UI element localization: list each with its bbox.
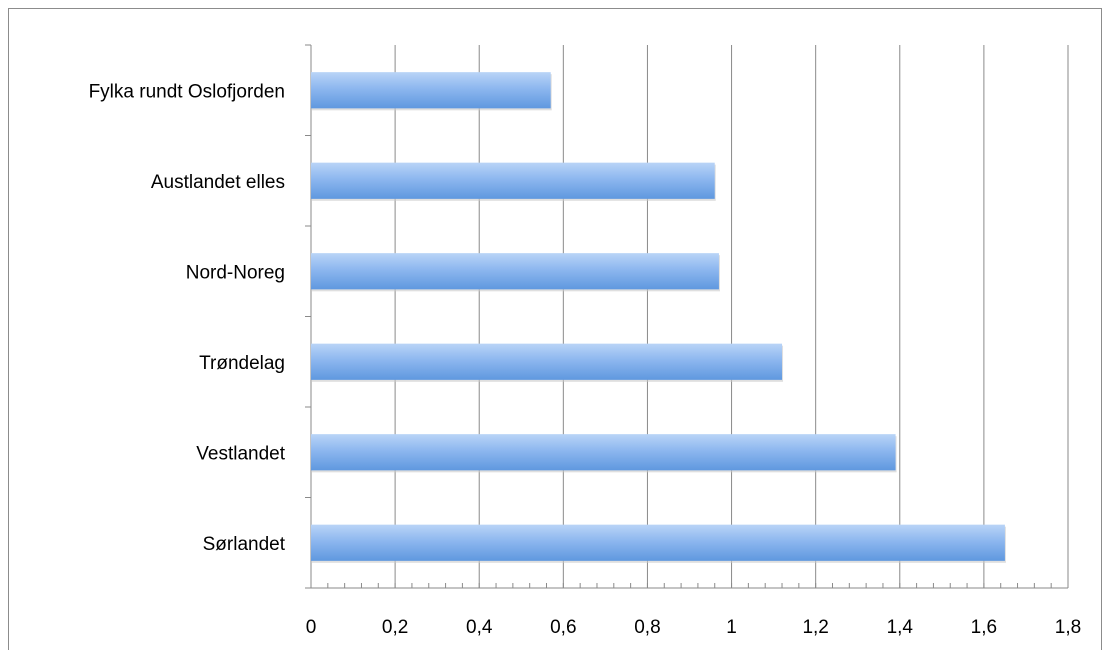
bar bbox=[311, 72, 551, 109]
x-tick-label: 1,8 bbox=[1055, 617, 1081, 638]
x-tick-label: 1,2 bbox=[802, 617, 828, 638]
x-tick-label: 0,8 bbox=[634, 617, 660, 638]
bar bbox=[311, 434, 896, 471]
category-label: Sørlandet bbox=[203, 534, 286, 555]
bar bbox=[311, 343, 783, 380]
axes bbox=[305, 44, 1069, 589]
category-label: Fylka rundt Oslofjorden bbox=[89, 81, 285, 102]
x-tick-label: 0,4 bbox=[466, 617, 493, 638]
bar bbox=[311, 162, 715, 199]
category-label: Nord-Noreg bbox=[186, 262, 285, 283]
bar bbox=[311, 524, 1005, 561]
category-label: Vestlandet bbox=[196, 443, 285, 464]
bar bbox=[311, 253, 719, 290]
category-label: Trøndelag bbox=[199, 353, 285, 374]
x-tick-label: 0 bbox=[306, 617, 317, 638]
x-tick-label: 1,6 bbox=[971, 617, 997, 638]
x-tick-label: 0,2 bbox=[382, 617, 408, 638]
labels: 0 0,2 0,4 0,6 0,8 1 1,2 1,4 1,6 1,8 Fylka rundt Os… bbox=[89, 81, 1082, 638]
x-tick-label: 1 bbox=[726, 617, 737, 638]
grid-lines bbox=[310, 45, 1069, 588]
x-tick-label: 0,6 bbox=[550, 617, 576, 638]
category-label: Austlandet elles bbox=[151, 172, 285, 193]
bars bbox=[311, 72, 1006, 563]
x-tick-label: 1,4 bbox=[887, 617, 914, 638]
